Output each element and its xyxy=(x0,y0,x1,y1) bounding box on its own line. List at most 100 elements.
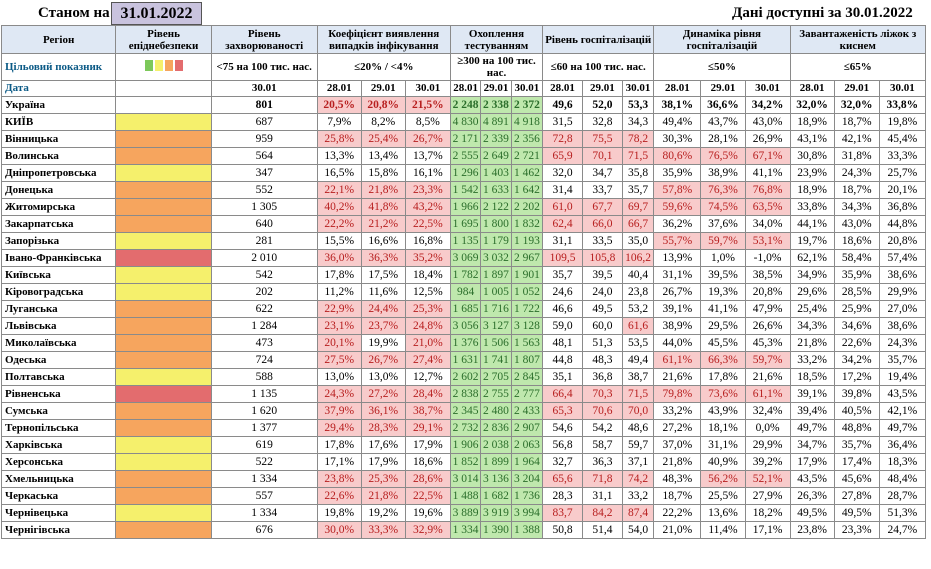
as-of-date: 31.01.2022 xyxy=(111,2,202,25)
positivity-value: 27,5% xyxy=(316,351,362,369)
date-cell: 29.01 xyxy=(833,80,880,97)
positivity-value: 35,2% xyxy=(404,249,451,267)
positivity-value: 22,5% xyxy=(404,487,451,505)
hosp-value: 60,0 xyxy=(581,317,623,335)
hosp-value: 51,4 xyxy=(581,521,623,539)
oxygen-value: 30,8% xyxy=(789,147,835,165)
region-name: Київська xyxy=(0,266,117,284)
risk-level-cell xyxy=(115,96,212,114)
incidence-value: 2 010 xyxy=(210,249,318,267)
region-name: Рівненська xyxy=(0,385,117,403)
oxygen-value: 22,6% xyxy=(833,334,880,352)
testing-value: 1 005 xyxy=(480,283,512,301)
testing-value: 2 907 xyxy=(510,419,544,437)
oxygen-value: 28,7% xyxy=(878,487,927,505)
positivity-value: 43,2% xyxy=(404,198,451,216)
positivity-value: 22,6% xyxy=(316,487,362,505)
incidence-value: 1 334 xyxy=(210,504,318,522)
oxygen-value: 38,6% xyxy=(878,317,927,335)
region-name: Донецька xyxy=(0,181,117,199)
oxygen-value: 39,4% xyxy=(789,402,835,420)
hosp-dynamics-value: 73,6% xyxy=(700,385,746,403)
oxygen-value: 18,7% xyxy=(833,181,880,199)
table-row: Харківська 619 17,8% 17,6% 17,9% 1 906 2 038 2 … xyxy=(0,436,927,454)
testing-value: 4 891 xyxy=(480,113,512,131)
positivity-value: 17,9% xyxy=(404,436,451,454)
incidence-value: 202 xyxy=(210,283,318,301)
oxygen-value: 33,8% xyxy=(789,198,835,216)
oxygen-value: 17,4% xyxy=(833,453,880,471)
positivity-value: 25,3% xyxy=(360,470,406,488)
date-cell: 30.01 xyxy=(510,80,544,97)
positivity-value: 29,1% xyxy=(404,419,451,437)
hosp-value: 54,0 xyxy=(621,521,655,539)
positivity-value: 30,0% xyxy=(316,521,362,539)
positivity-value: 27,4% xyxy=(404,351,451,369)
risk-level-cell xyxy=(115,470,212,488)
date-incidence: 30.01 xyxy=(210,80,318,97)
oxygen-value: 18,6% xyxy=(833,232,880,250)
date-cell: 28.01 xyxy=(316,80,362,97)
oxygen-value: 38,6% xyxy=(878,266,927,284)
hosp-dynamics-value: 17,8% xyxy=(700,368,746,386)
target-incidence: <75 на 100 тис. нас. xyxy=(210,53,318,81)
positivity-value: 23,7% xyxy=(360,317,406,335)
hosp-dynamics-value: 36,6% xyxy=(700,96,746,114)
hosp-value: 70,1 xyxy=(581,147,623,165)
hosp-dynamics-value: 56,2% xyxy=(700,470,746,488)
positivity-value: 22,5% xyxy=(404,215,451,233)
date-cell: 29.01 xyxy=(360,80,406,97)
hosp-value: 65,6 xyxy=(542,470,583,488)
hosp-dynamics-value: 21,6% xyxy=(744,368,791,386)
positivity-value: 17,8% xyxy=(316,436,362,454)
col-header-hosp-dynamics: Динаміка рівня госпіталізацій xyxy=(653,25,791,54)
testing-value: 2 171 xyxy=(449,130,482,148)
oxygen-value: 49,7% xyxy=(878,419,927,437)
incidence-value: 347 xyxy=(210,164,318,182)
testing-value: 1 631 xyxy=(449,351,482,369)
positivity-value: 36,1% xyxy=(360,402,406,420)
hosp-dynamics-value: 41,1% xyxy=(744,164,791,182)
testing-value: 1 179 xyxy=(480,232,512,250)
oxygen-value: 27,0% xyxy=(878,300,927,318)
hosp-dynamics-value: 21,0% xyxy=(653,521,702,539)
oxygen-value: 23,3% xyxy=(833,521,880,539)
hosp-dynamics-value: 74,5% xyxy=(700,198,746,216)
risk-level-cell xyxy=(115,198,212,216)
positivity-value: 17,1% xyxy=(316,453,362,471)
hosp-value: 40,4 xyxy=(621,266,655,284)
table-row: Львівська 1 284 23,1% 23,7% 24,8% 3 056 3 127 3… xyxy=(0,317,927,335)
region-name: Полтавська xyxy=(0,368,117,386)
oxygen-value: 18,7% xyxy=(833,113,880,131)
oxygen-value: 25,4% xyxy=(789,300,835,318)
data-available-label: Дані доступні за 30.01.2022 xyxy=(732,5,913,21)
hosp-value: 61,6 xyxy=(621,317,655,335)
hosp-dynamics-value: 34,0% xyxy=(744,215,791,233)
testing-value: 3 032 xyxy=(480,249,512,267)
oxygen-value: 18,3% xyxy=(878,453,927,471)
hosp-dynamics-value: 76,5% xyxy=(700,147,746,165)
table-row: Полтавська 588 13,0% 13,0% 12,7% 2 602 2 705 2 … xyxy=(0,368,927,386)
hosp-dynamics-value: 43,7% xyxy=(700,113,746,131)
target-hosp-dynamics: ≤50% xyxy=(653,53,791,81)
testing-value: 3 136 xyxy=(480,470,512,488)
hosp-value: 31,5 xyxy=(542,113,583,131)
hosp-value: 49,5 xyxy=(581,300,623,318)
oxygen-value: 43,5% xyxy=(878,385,927,403)
table-row: Кіровоградська 202 11,2% 11,6% 12,5% 984 1 005… xyxy=(0,283,927,301)
oxygen-value: 31,8% xyxy=(833,147,880,165)
testing-value: 2 122 xyxy=(480,198,512,216)
oxygen-value: 42,1% xyxy=(833,130,880,148)
positivity-value: 24,3% xyxy=(316,385,362,403)
oxygen-value: 49,5% xyxy=(833,504,880,522)
testing-value: 3 127 xyxy=(480,317,512,335)
table-row: Івано-Франківська 2 010 36,0% 36,3% 35,2% 3 0… xyxy=(0,249,927,267)
positivity-value: 25,4% xyxy=(360,130,406,148)
hosp-value: 33,2 xyxy=(621,487,655,505)
date-cell: 28.01 xyxy=(789,80,835,97)
risk-level-cell xyxy=(115,232,212,250)
table-row: Луганська 622 22,9% 24,4% 25,3% 1 685 1 716 1 7… xyxy=(0,300,927,318)
hosp-dynamics-value: 61,1% xyxy=(653,351,702,369)
testing-value: 2 202 xyxy=(510,198,544,216)
testing-value: 3 014 xyxy=(449,470,482,488)
